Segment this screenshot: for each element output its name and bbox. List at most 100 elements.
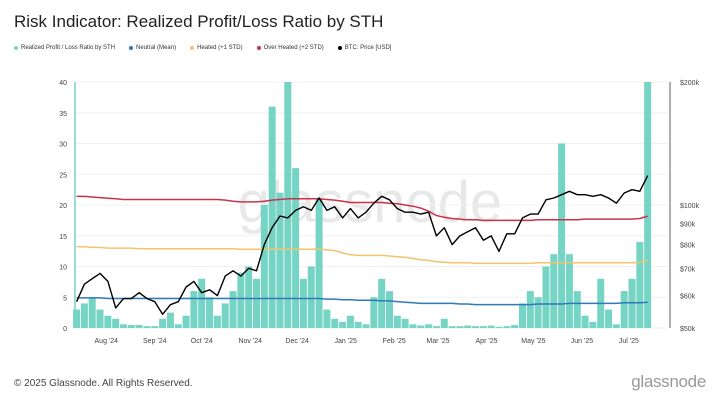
ratio-bar [96,309,104,328]
ratio-bar [260,205,268,328]
ratio-bar [354,321,362,328]
x-tick-label: Jul '25 [619,338,639,345]
copyright: © 2025 Glassnode. All Rights Reserved. [14,378,193,389]
x-tick-label: Dec '24 [285,338,309,345]
ratio-bar [581,315,589,328]
ratio-bar [589,321,597,328]
ratio-bar [558,143,566,328]
ratio-bar [339,321,347,328]
ratio-bar [268,106,276,328]
legend-item-ratio[interactable]: Realized Profit / Loss Ratio by STH [14,45,115,51]
y-left-tick-label: 35 [59,111,67,118]
ratio-bar [534,297,542,328]
legend-label: Neutral (Mean) [136,45,177,51]
legend-item-overheated[interactable]: Over Heated (+2 STD) [256,45,324,51]
chart-title: Risk Indicator: Realized Profit/Loss Rat… [14,12,384,31]
ratio-bar [448,326,456,328]
ratio-bar [213,315,221,328]
ratio-bar [378,278,386,328]
ratio-bar [182,315,190,328]
y-left-tick-label: 5 [63,295,67,302]
y-right-tick-label: $70k [680,266,696,273]
legend-item-btc[interactable]: BTC: Price [USD] [337,45,392,51]
ratio-bar [73,309,81,328]
ratio-bar [88,297,96,328]
ratio-bar [550,254,558,328]
ratio-bar [292,168,300,328]
ratio-bar [315,198,323,328]
ratio-bar [511,324,519,328]
y-left-tick-label: 10 [59,265,67,272]
ratio-bar [143,326,151,328]
y-right-tick-label: $60k [680,294,696,301]
ratio-bar [299,278,307,328]
legend-item-heated[interactable]: Heated (+1 STD) [190,45,243,51]
ratio-bar [573,291,581,328]
y-left-tick-label: 40 [59,80,67,87]
ratio-bar [612,324,620,328]
ratio-bar [151,326,159,328]
ratio-bar [487,325,495,328]
y-right-tick-label: $50k [680,326,696,333]
ratio-bar [456,326,464,328]
x-tick-label: Aug '24 [95,338,119,345]
ratio-bar [221,303,229,328]
ratio-bar [401,318,409,328]
ratio-bar [432,326,440,328]
ratio-bar [346,315,354,328]
ratio-bar [644,82,652,328]
legend-label: Realized Profit / Loss Ratio by STH [21,45,116,51]
ratio-bar [331,318,339,328]
ratio-bar [393,315,401,328]
heated-line [76,246,648,265]
ratio-bar [464,325,472,328]
glassnode-logo: glassnode [631,372,706,391]
ratio-bar [159,318,167,328]
legend-label: BTC: Price [USD] [344,45,392,51]
ratio-bar [104,315,112,328]
x-tick-label: Feb '25 [383,338,406,345]
x-tick-label: Mar '25 [426,338,449,345]
ratio-bar [605,309,613,328]
ratio-bar [190,291,198,328]
ratio-bar [135,324,143,328]
y-right-tick-label: $200k [680,80,700,87]
ratio-bar [112,318,120,328]
ratio-bar [495,326,503,328]
ratio-bar [620,291,628,328]
legend-label: Heated (+1 STD) [197,45,243,51]
x-tick-label: May '25 [521,338,545,345]
ratio-bar [252,278,260,328]
ratio-bar [323,309,331,328]
ratio-bar [284,82,292,328]
y-right-tick-label: $90k [680,222,696,229]
btc-price-line [75,175,649,315]
neutral-mean-line [76,297,648,306]
x-tick-label: Apr '25 [476,338,498,345]
ratio-bar [198,278,206,328]
ratio-bar [417,325,425,328]
ratio-bar [237,272,245,328]
legend-dot-icon [190,46,195,50]
ratio-bar [409,324,417,328]
ratio-bar [127,324,135,328]
ratio-bar [362,324,370,328]
ratio-bar [174,324,182,328]
ratio-bar [565,254,573,328]
y-left-tick-label: 20 [59,203,67,210]
x-tick-label: Oct '24 [191,338,213,345]
ratio-bar [245,266,253,328]
overheated-line [76,195,648,222]
ratio-bar [636,241,644,328]
ratio-bar [440,318,448,328]
ratio-bar [229,291,237,328]
y-right-tick-label: $80k [680,243,696,250]
y-left-tick-label: 30 [59,142,67,149]
ratio-bar [166,312,174,328]
legend-label: Over Heated (+2 STD) [263,45,324,51]
y-left-tick-label: 15 [59,234,67,241]
legend-item-mean[interactable]: Neutral (Mean) [129,45,176,51]
ratio-bar [472,326,480,328]
ratio-bar [542,266,550,328]
